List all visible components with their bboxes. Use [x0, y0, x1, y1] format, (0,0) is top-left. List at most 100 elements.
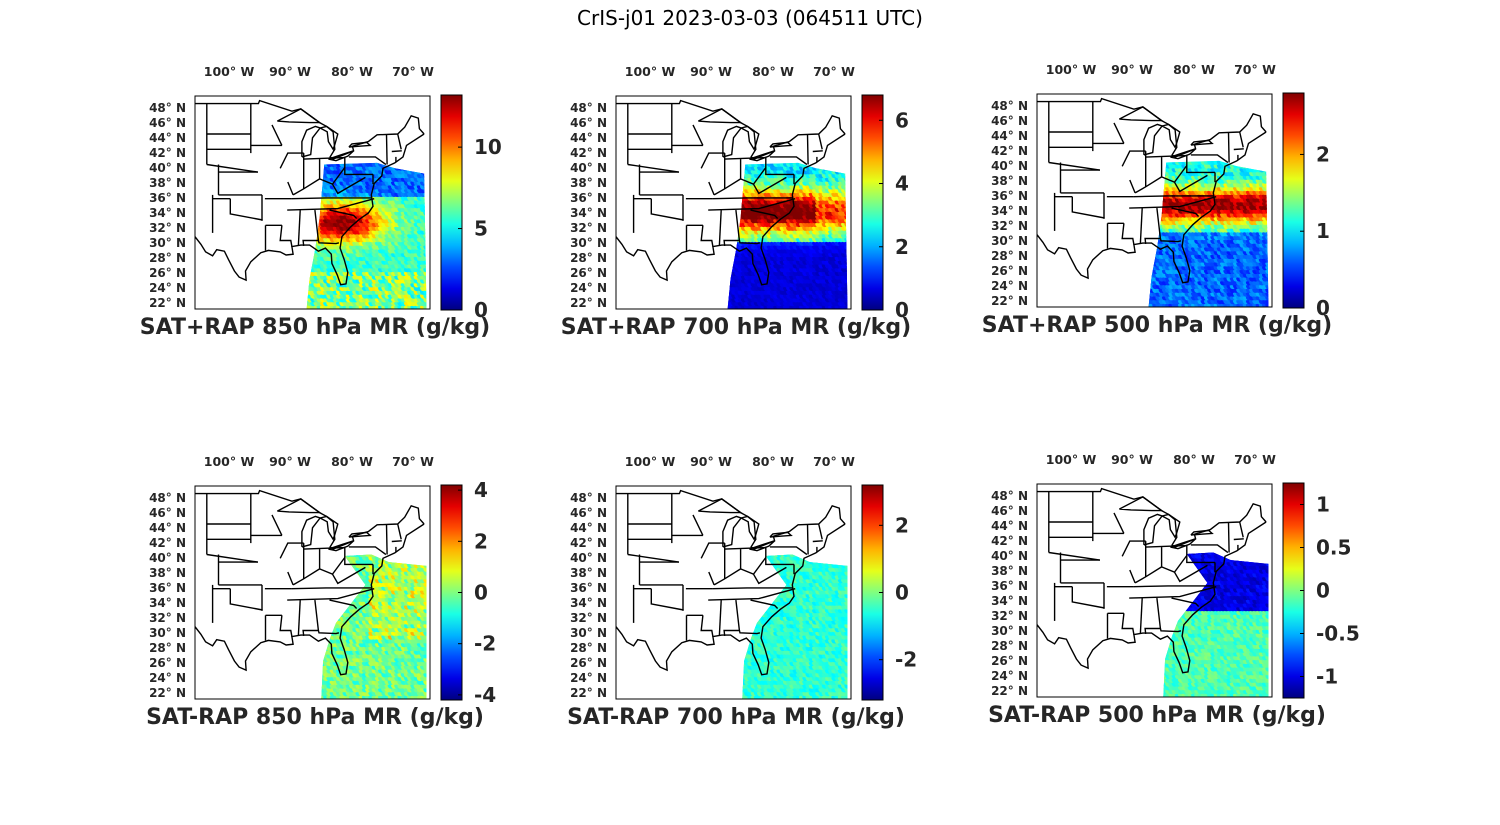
- state-border: [712, 197, 793, 200]
- map-figure-2: 100° W 90° W 80° W 70° W48° N46° N44° N42° …: [570, 64, 909, 322]
- colorbar: [1282, 92, 1305, 309]
- lon-tick-label: 100° W: [204, 64, 255, 79]
- lat-tick-label: 42° N: [570, 146, 607, 160]
- state-border: [385, 133, 388, 165]
- colorbar-tick-label: 6: [895, 108, 909, 132]
- great-lake: [276, 108, 322, 124]
- lat-tick-label: 44° N: [149, 131, 186, 145]
- lon-tick-label: 90° W: [690, 64, 732, 79]
- state-border: [297, 210, 301, 246]
- map-frame: [1036, 93, 1273, 308]
- map-panel-4: 100° W 90° W 80° W 70° W 48° N 46° N 44° N 42° …: [125, 454, 545, 755]
- great-lake: [301, 125, 322, 158]
- state-border: [1173, 174, 1208, 193]
- state-border: [700, 152, 725, 169]
- state-border: [1071, 196, 1105, 219]
- lat-tick-label: 40° N: [149, 161, 186, 175]
- lat-tick-label: 40° N: [991, 159, 1028, 173]
- lat-tick-label: 42° N: [149, 146, 186, 160]
- state-border: [1190, 154, 1229, 164]
- state-border: [692, 124, 704, 146]
- state-border: [317, 240, 340, 245]
- state-border: [1134, 176, 1162, 194]
- great-lake: [348, 141, 372, 148]
- state-border: [1239, 131, 1244, 148]
- great-lake: [769, 141, 793, 148]
- lat-tick-label: 22° N: [570, 296, 607, 310]
- state-border: [765, 156, 794, 176]
- map-figure-4: 100° W 90° W 80° W 70° W48° N46° N44° N42° …: [149, 454, 496, 707]
- state-border: [1121, 150, 1146, 167]
- lat-tick-label: 26° N: [991, 264, 1028, 278]
- state-border: [1129, 179, 1136, 194]
- canada-border: [1037, 97, 1267, 158]
- lat-tick-label: 44° N: [570, 131, 607, 145]
- map-figure-3: 100° W 90° W 80° W 70° W48° N46° N44° N42° …: [991, 62, 1330, 320]
- map-frame: [194, 95, 431, 310]
- great-lake: [1161, 123, 1181, 149]
- colorbar: [861, 94, 884, 311]
- lon-tick-label: 90° W: [269, 64, 311, 79]
- state-border: [287, 181, 294, 196]
- state-border: [723, 210, 741, 246]
- state-border: [769, 156, 808, 166]
- canada-border: [616, 99, 846, 160]
- great-lake: [1118, 106, 1164, 122]
- lat-tick-label: 28° N: [149, 251, 186, 265]
- state-border: [329, 209, 358, 219]
- coastline: [616, 133, 846, 286]
- lat-tick-label: 30° N: [570, 236, 607, 250]
- map-panel-1: 100° W 90° W 80° W 70° W 48° N 46° N 44° N 42° …: [125, 64, 545, 365]
- lat-tick-label: 38° N: [149, 176, 186, 190]
- lat-tick-label: 28° N: [991, 249, 1028, 263]
- state-border: [1129, 196, 1217, 209]
- lat-tick-label: 22° N: [149, 296, 186, 310]
- lon-tick-label: 70° W: [392, 64, 434, 79]
- lat-tick-label: 34° N: [149, 206, 186, 220]
- lat-tick-label: 30° N: [991, 234, 1028, 248]
- state-border: [718, 210, 722, 246]
- lat-tick-label: 32° N: [149, 221, 186, 235]
- panel-title: SAT+RAP 700 hPa MR (g/kg): [560, 315, 912, 340]
- lat-tick-label: 36° N: [570, 191, 607, 205]
- lon-tick-label: 70° W: [1234, 62, 1276, 77]
- lon-tick-label: 90° W: [1111, 62, 1153, 77]
- lat-tick-label: 38° N: [570, 176, 607, 190]
- state-border: [812, 150, 823, 153]
- state-border: [279, 225, 293, 247]
- great-lake: [319, 125, 339, 151]
- map-figure-1: 100° W 90° W 80° W 70° W48° N46° N44° N42° …: [149, 64, 502, 322]
- state-border: [708, 198, 796, 211]
- lat-tick-label: 34° N: [570, 206, 607, 220]
- colorbar-tick-label: 0: [474, 298, 488, 322]
- state-border: [348, 156, 387, 166]
- great-lake: [740, 125, 760, 151]
- lat-tick-label: 48° N: [149, 101, 186, 115]
- map-panel-3: 100° W 90° W 80° W 70° W 48° N 46° N 44° N 42° …: [967, 62, 1387, 363]
- state-border: [303, 156, 345, 160]
- lat-tick-label: 26° N: [149, 266, 186, 280]
- figure-title: CrIS-j01 2023-03-03 (064511 UTC): [577, 6, 923, 30]
- state-border: [206, 163, 259, 173]
- state-border: [700, 225, 714, 247]
- lon-tick-label: 80° W: [1173, 62, 1215, 77]
- great-lake: [1190, 139, 1214, 146]
- lat-tick-label: 38° N: [991, 174, 1028, 188]
- lat-tick-label: 42° N: [991, 144, 1028, 158]
- colorbar-tick-label: 2: [1316, 142, 1330, 166]
- state-border: [713, 178, 741, 196]
- lat-tick-label: 48° N: [991, 99, 1028, 113]
- lat-tick-label: 36° N: [991, 189, 1028, 203]
- state-border: [1133, 195, 1214, 198]
- state-border: [750, 209, 779, 219]
- boundaries: [1037, 97, 1267, 284]
- lat-tick-label: 44° N: [991, 129, 1028, 143]
- lon-tick-label: 80° W: [331, 64, 373, 79]
- panel-title: SAT+RAP 500 hPa MR (g/kg): [981, 313, 1333, 338]
- state-border: [1139, 208, 1143, 244]
- colorbar-tick-label: 2: [895, 235, 909, 259]
- lon-tick-label: 100° W: [625, 64, 676, 79]
- state-border: [1159, 238, 1182, 243]
- state-border: [1113, 122, 1125, 144]
- colorbar-tick-label: 4: [895, 172, 909, 196]
